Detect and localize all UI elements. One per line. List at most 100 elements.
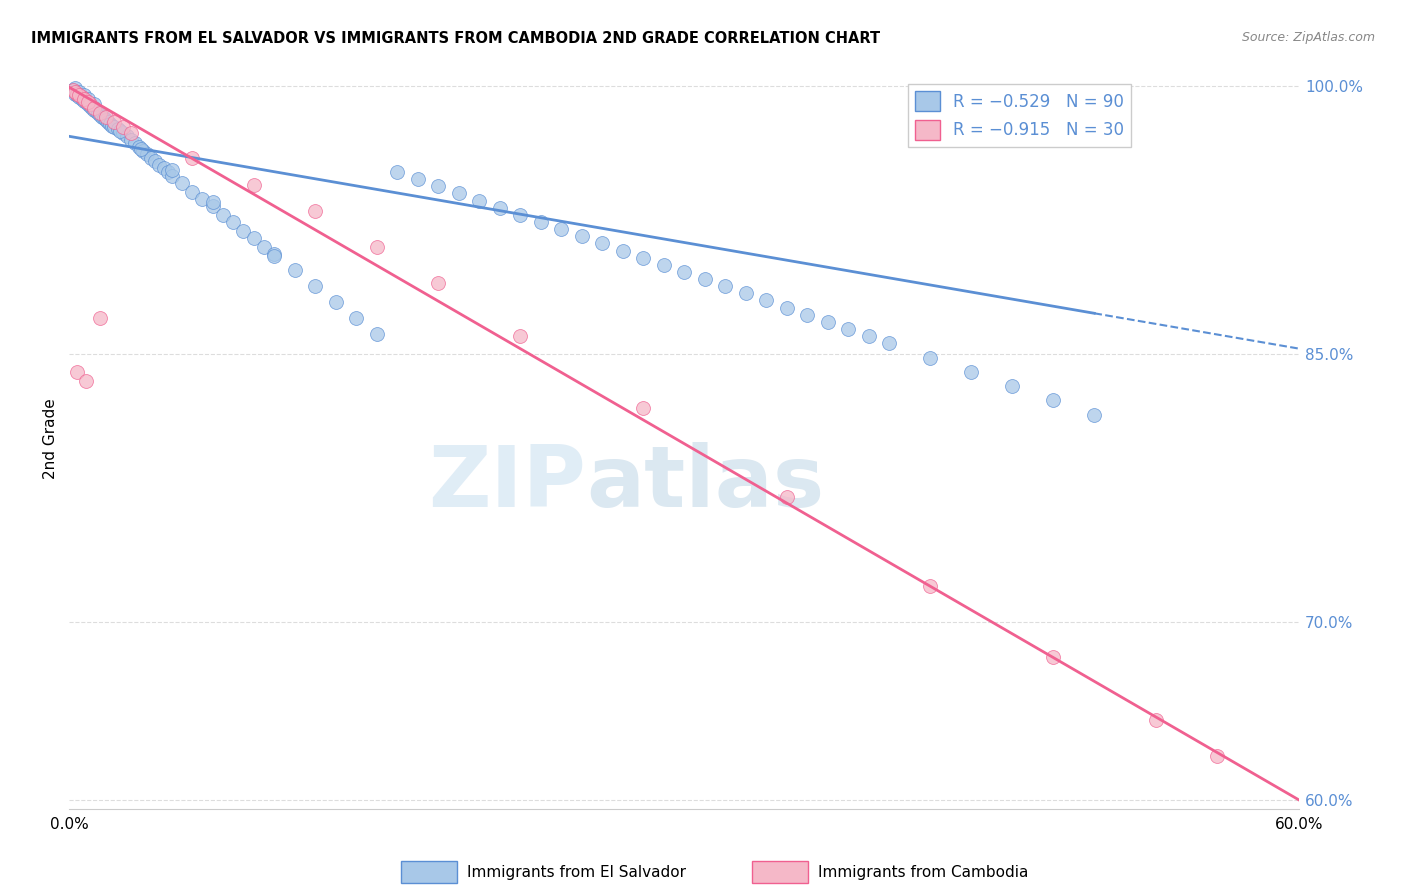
Point [253,240,276,254]
Point [1042,393,1064,408]
Point [69,85,91,99]
Point [110,124,132,138]
Point [83,97,105,112]
Point [89,106,111,120]
Point [633,251,655,265]
Point [170,176,193,190]
Point [62,83,84,97]
Point [65,81,87,95]
Text: Immigrants from Cambodia: Immigrants from Cambodia [818,865,1029,880]
Point [75,95,97,110]
Point [1042,650,1064,665]
Point [111,120,134,135]
Point [673,265,696,279]
Point [120,126,142,140]
Point [93,112,115,126]
Point [111,126,134,140]
Point [242,231,264,245]
Point [83,103,105,117]
Point [222,215,245,229]
Point [89,311,111,326]
Point [509,329,531,343]
Point [837,322,859,336]
Point [76,97,98,112]
Point [80,101,103,115]
Point [120,133,142,147]
Point [920,579,942,593]
Text: IMMIGRANTS FROM EL SALVADOR VS IMMIGRANTS FROM CAMBODIA 2ND GRADE CORRELATION CH: IMMIGRANTS FROM EL SALVADOR VS IMMIGRANT… [31,31,880,46]
Text: atlas: atlas [586,442,824,524]
Point [776,301,799,315]
Point [304,279,326,293]
Point [960,365,983,379]
Point [141,151,163,165]
Point [69,90,91,104]
Point [366,240,388,254]
Point [66,88,89,103]
Point [858,329,880,343]
Point [530,215,553,229]
Point [201,199,224,213]
Point [124,136,146,151]
Point [387,165,409,179]
Point [75,94,97,108]
Point [201,195,224,210]
Point [94,110,117,124]
Point [62,83,84,97]
Point [148,158,170,172]
Point [65,85,87,99]
Point [1083,408,1105,422]
Point [132,144,155,158]
Text: ZIP: ZIP [427,442,586,524]
Point [69,88,91,103]
Point [1206,748,1229,763]
Text: Immigrants from El Salvador: Immigrants from El Salvador [467,865,686,880]
Point [107,122,129,136]
Point [72,92,94,106]
Point [427,276,450,290]
Point [143,154,166,169]
Point [97,115,120,129]
Point [115,129,138,144]
Point [75,374,97,388]
Point [427,179,450,194]
Point [136,147,159,161]
Point [76,95,98,110]
Point [152,161,174,176]
Point [79,99,101,113]
Point [181,185,204,199]
Point [66,87,89,101]
Point [103,115,125,129]
Point [65,87,87,101]
Point [263,247,285,261]
Point [571,229,593,244]
Point [468,194,491,208]
Point [156,165,179,179]
Point [325,295,347,310]
Point [1144,713,1167,727]
Point [181,151,204,165]
Point [160,169,183,183]
Point [129,142,152,156]
Point [89,108,111,122]
Text: Source: ZipAtlas.com: Source: ZipAtlas.com [1241,31,1375,45]
Point [72,94,94,108]
Point [284,263,307,277]
Point [98,117,121,131]
Point [103,120,125,135]
Point [91,110,114,124]
Point [70,92,93,106]
Point [776,490,799,504]
Point [84,104,107,119]
Point [160,163,183,178]
Point [509,208,531,222]
Point [212,208,235,222]
Point [344,311,367,326]
Point [633,401,655,415]
Point [877,336,900,351]
Point [87,106,110,120]
Point [76,92,98,106]
Point [128,140,150,154]
Point [652,258,675,272]
Point [366,327,388,342]
